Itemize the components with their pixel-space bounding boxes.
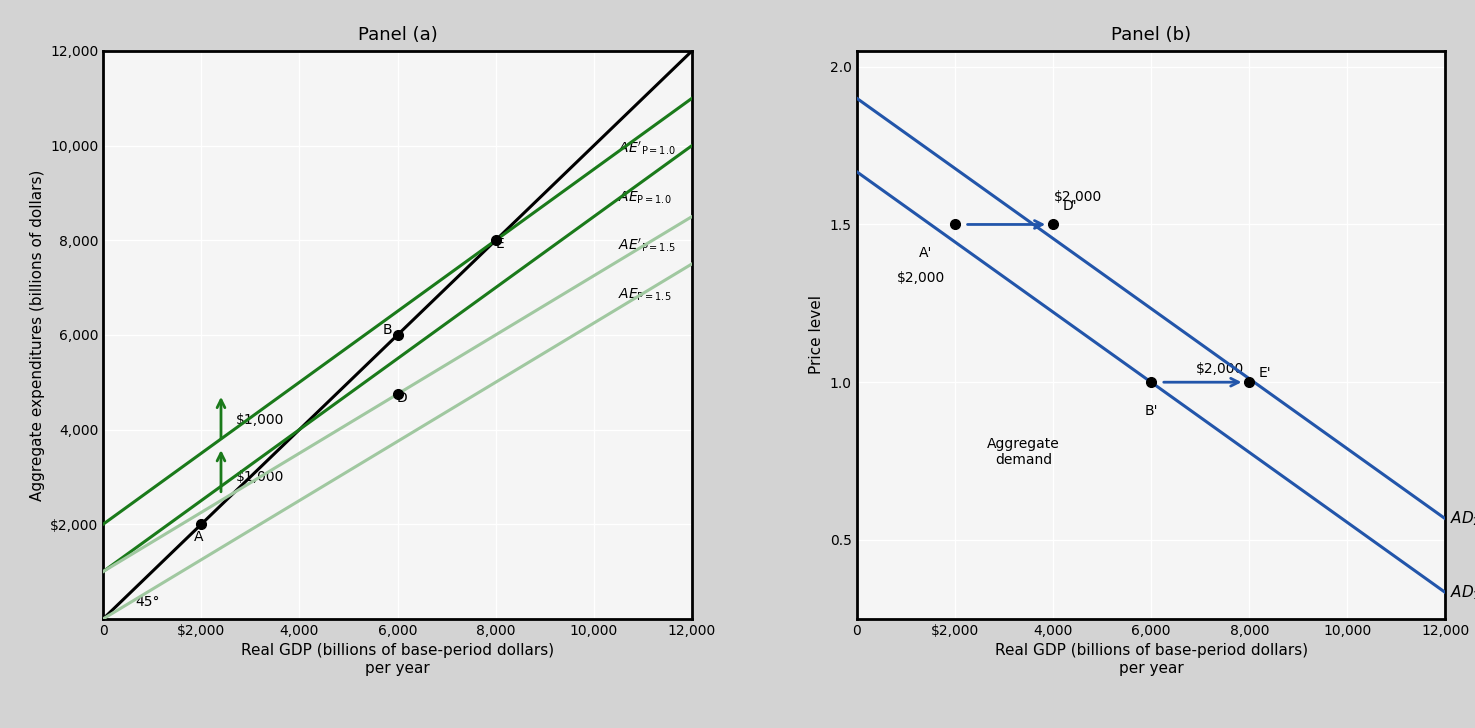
Text: $1,000: $1,000 [236,470,285,484]
Text: $AD_2$: $AD_2$ [1450,510,1475,529]
Text: A': A' [919,246,932,260]
Title: Panel (a): Panel (a) [358,26,438,44]
Text: D: D [397,391,407,405]
Text: D': D' [1063,199,1077,213]
Y-axis label: Price level: Price level [810,296,825,374]
Text: $AE'_{\mathrm{P}=1.5}$: $AE'_{\mathrm{P}=1.5}$ [618,236,676,254]
Text: $1,000: $1,000 [236,413,285,427]
Text: E: E [496,237,504,251]
X-axis label: Real GDP (billions of base-period dollars)
per year: Real GDP (billions of base-period dollar… [240,644,555,676]
X-axis label: Real GDP (billions of base-period dollars)
per year: Real GDP (billions of base-period dollar… [994,644,1308,676]
Text: $AE'_{\mathrm{P}=1.0}$: $AE'_{\mathrm{P}=1.0}$ [618,139,676,157]
Text: $2,000: $2,000 [897,271,944,285]
Text: $2,000: $2,000 [1196,362,1243,376]
Text: $AE_{\mathrm{P}=1.0}$: $AE_{\mathrm{P}=1.0}$ [618,189,673,206]
Text: B': B' [1145,404,1158,419]
Y-axis label: Aggregate expenditures (billions of dollars): Aggregate expenditures (billions of doll… [30,169,44,501]
Text: 45°: 45° [136,596,159,609]
Text: $2,000: $2,000 [1053,190,1102,204]
Text: E': E' [1260,365,1271,380]
Text: $AE_{\mathrm{P}=1.5}$: $AE_{\mathrm{P}=1.5}$ [618,286,671,303]
Text: B: B [384,323,392,337]
Text: Aggregate
demand: Aggregate demand [987,437,1061,467]
Text: A: A [193,531,204,545]
Text: $AD_1$: $AD_1$ [1450,583,1475,602]
Title: Panel (b): Panel (b) [1111,26,1192,44]
